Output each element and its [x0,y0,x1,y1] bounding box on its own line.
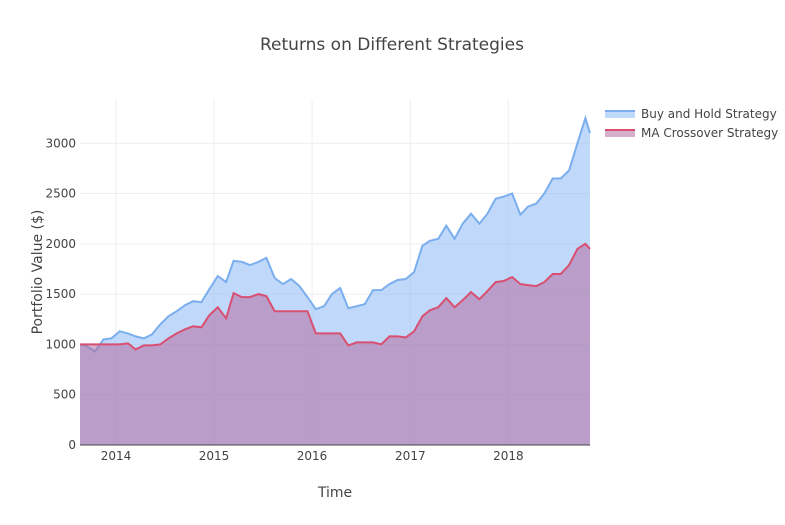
ma-crossover-legend-swatch[interactable] [605,129,635,137]
y-tick-label: 2000 [45,237,76,251]
axes: 0 500 1000 1500 2000 2500 3000 2014 2015 2016 2017… [45,136,590,463]
y-tick-label: 1000 [45,337,76,351]
y-axis-title: Portfolio Value ($) [30,210,46,335]
chart-title: Returns on Different Strategies [260,35,524,55]
x-tick-label: 2015 [199,449,230,463]
x-axis-title: Time [317,485,352,501]
buy-and-hold-legend-label[interactable]: Buy and Hold Strategy [641,107,777,121]
ma-crossover-legend-label[interactable]: MA Crossover Strategy [641,126,778,140]
ma-crossover-area [80,243,590,445]
y-tick-label: 3000 [45,136,76,150]
x-tick-label: 2014 [101,449,132,463]
y-tick-label: 1500 [45,287,76,301]
y-tick-label: 0 [68,438,76,452]
plot-area [79,114,591,445]
legend[interactable]: Buy and Hold Strategy MA Crossover Strate… [605,107,778,140]
ma-crossover-line [80,242,591,351]
buy-and-hold-legend-swatch[interactable] [605,110,635,118]
x-tick-label: 2018 [493,449,524,463]
y-tick-label: 500 [53,388,76,402]
x-tick-label: 2016 [297,449,328,463]
buy-and-hold-line [79,114,591,353]
x-tick-label: 2017 [395,449,426,463]
y-tick-label: 2500 [45,187,76,201]
